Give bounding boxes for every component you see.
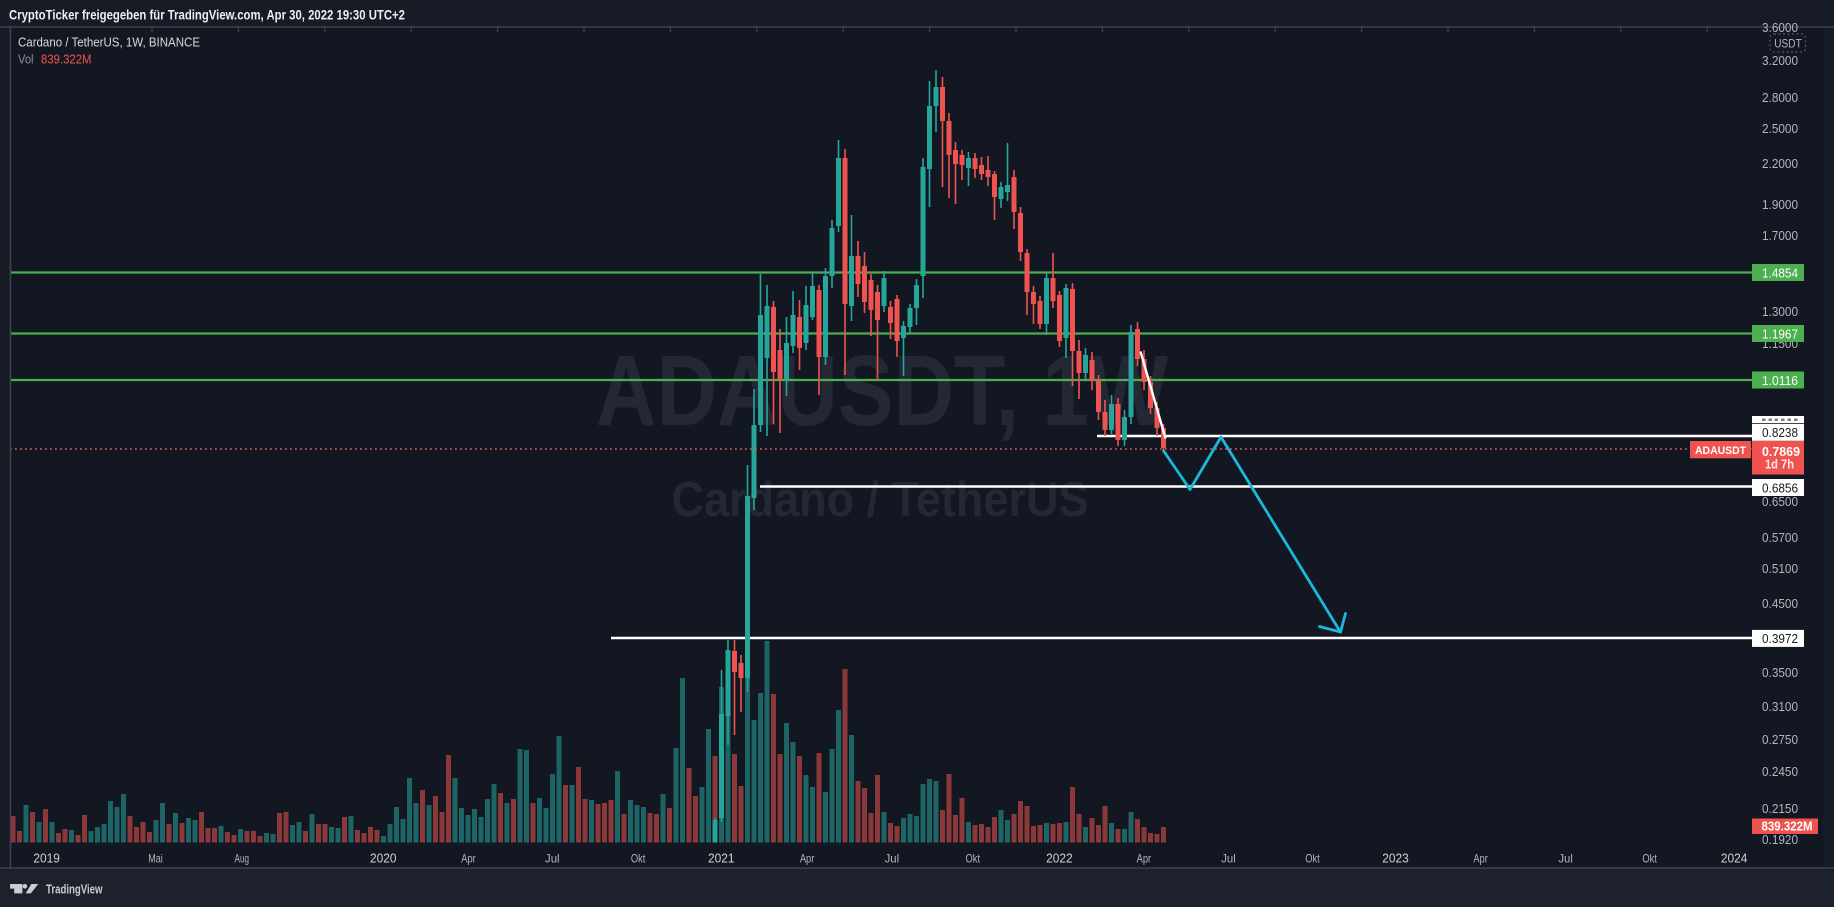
svg-text:Apr: Apr bbox=[461, 852, 476, 866]
svg-text:0.2150: 0.2150 bbox=[1762, 801, 1798, 816]
svg-text:0.3500: 0.3500 bbox=[1762, 665, 1798, 680]
svg-text:1.0116: 1.0116 bbox=[1762, 373, 1798, 388]
svg-text:0.8238: 0.8238 bbox=[1762, 425, 1798, 440]
svg-text:USDT: USDT bbox=[1774, 39, 1802, 51]
svg-text:Okt: Okt bbox=[966, 852, 981, 866]
svg-text:0.2450: 0.2450 bbox=[1762, 764, 1798, 779]
svg-text:2022: 2022 bbox=[1046, 852, 1073, 866]
svg-text:2.8000: 2.8000 bbox=[1762, 90, 1798, 105]
svg-text:3.2000: 3.2000 bbox=[1762, 53, 1798, 68]
svg-text:Vol: Vol bbox=[18, 52, 34, 67]
svg-text:0.6856: 0.6856 bbox=[1762, 480, 1798, 495]
svg-text:2019: 2019 bbox=[33, 852, 60, 866]
svg-text:Apr: Apr bbox=[800, 852, 815, 866]
svg-text:0.3972: 0.3972 bbox=[1762, 631, 1798, 646]
svg-text:0.1920: 0.1920 bbox=[1762, 832, 1798, 847]
svg-text:0.6500: 0.6500 bbox=[1762, 494, 1798, 509]
svg-text:CryptoTicker freigegeben für T: CryptoTicker freigegeben für TradingView… bbox=[9, 8, 405, 23]
svg-text:1.7000: 1.7000 bbox=[1762, 228, 1798, 243]
svg-text:2020: 2020 bbox=[370, 852, 397, 866]
svg-text:0.4500: 0.4500 bbox=[1762, 596, 1798, 611]
svg-text:Jul: Jul bbox=[1558, 852, 1573, 866]
svg-text:1.1967: 1.1967 bbox=[1762, 326, 1798, 341]
svg-text:3.6000: 3.6000 bbox=[1762, 20, 1798, 35]
svg-text:839.322M: 839.322M bbox=[41, 52, 92, 67]
svg-text:Apr: Apr bbox=[1473, 852, 1488, 866]
svg-text:Jul: Jul bbox=[885, 852, 900, 866]
svg-text:0.5700: 0.5700 bbox=[1762, 530, 1798, 545]
svg-text:Okt: Okt bbox=[631, 852, 646, 866]
svg-text:1.4854: 1.4854 bbox=[1762, 265, 1798, 280]
svg-text:2021: 2021 bbox=[708, 852, 735, 866]
svg-text:2.5000: 2.5000 bbox=[1762, 121, 1798, 136]
svg-text:1.9000: 1.9000 bbox=[1762, 197, 1798, 212]
svg-text:0.2750: 0.2750 bbox=[1762, 732, 1798, 747]
svg-text:0.5100: 0.5100 bbox=[1762, 561, 1798, 576]
svg-text:1.3000: 1.3000 bbox=[1762, 304, 1798, 319]
svg-text:ADAUSDT: ADAUSDT bbox=[1695, 445, 1746, 457]
svg-text:Okt: Okt bbox=[1642, 852, 1657, 866]
svg-text:Cardano / TetherUS: Cardano / TetherUS bbox=[672, 473, 1089, 527]
svg-text:Cardano / TetherUS, 1W, BINANC: Cardano / TetherUS, 1W, BINANCE bbox=[18, 35, 200, 50]
svg-text:TradingView: TradingView bbox=[46, 881, 103, 896]
svg-text:0.7869: 0.7869 bbox=[1762, 444, 1800, 459]
svg-text:2023: 2023 bbox=[1382, 852, 1409, 866]
svg-text:839.322M: 839.322M bbox=[1762, 819, 1813, 834]
svg-text:2.2000: 2.2000 bbox=[1762, 156, 1798, 171]
svg-text:Mai: Mai bbox=[148, 852, 163, 866]
svg-text:Okt: Okt bbox=[1305, 852, 1320, 866]
svg-text:2024: 2024 bbox=[1721, 852, 1748, 866]
svg-text:Jul: Jul bbox=[1221, 852, 1236, 866]
svg-text:Aug: Aug bbox=[235, 852, 250, 866]
svg-text:1d 7h: 1d 7h bbox=[1765, 457, 1794, 471]
svg-text:Jul: Jul bbox=[545, 852, 560, 866]
svg-text:Apr: Apr bbox=[1137, 852, 1152, 866]
svg-text:0.3100: 0.3100 bbox=[1762, 699, 1798, 714]
svg-text:ADAUSDT, 1W: ADAUSDT, 1W bbox=[596, 335, 1169, 447]
